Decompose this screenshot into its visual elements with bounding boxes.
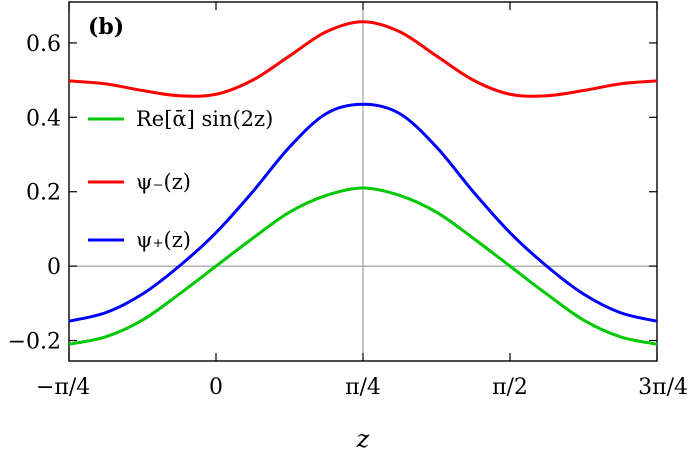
x-tick-label: 0 [209, 375, 223, 400]
x-axis-label: z [356, 425, 370, 453]
x-tick-label: π/4 [345, 375, 381, 400]
y-tick-label: 0 [47, 255, 61, 280]
y-tick-label: −0.2 [8, 330, 61, 355]
tick-marks [68, 2, 658, 361]
legend-label-psi-plus: ψ₊(z) [136, 228, 191, 252]
series-line-psi-plus [68, 102, 658, 323]
legend-label-psi-minus: ψ₋(z) [136, 170, 191, 194]
x-tick-label: −π/4 [36, 375, 90, 400]
series-line-re-alpha-sin [68, 186, 658, 346]
y-tick-label: 0.4 [26, 106, 61, 131]
x-tick-label: 3π/4 [638, 375, 688, 400]
y-tick-label: 0.2 [26, 181, 61, 206]
panel-label: (b) [88, 14, 124, 40]
legend: Re[ᾱ] sin(2z) ψ₋(z) ψ₊(z) [88, 107, 273, 252]
legend-label-re-alpha-sin: Re[ᾱ] sin(2z) [136, 107, 273, 131]
x-tick-label: π/2 [492, 375, 528, 400]
series-line-psi-minus [68, 20, 658, 98]
y-tick-label: 0.6 [26, 32, 61, 57]
series-lines [68, 20, 658, 346]
